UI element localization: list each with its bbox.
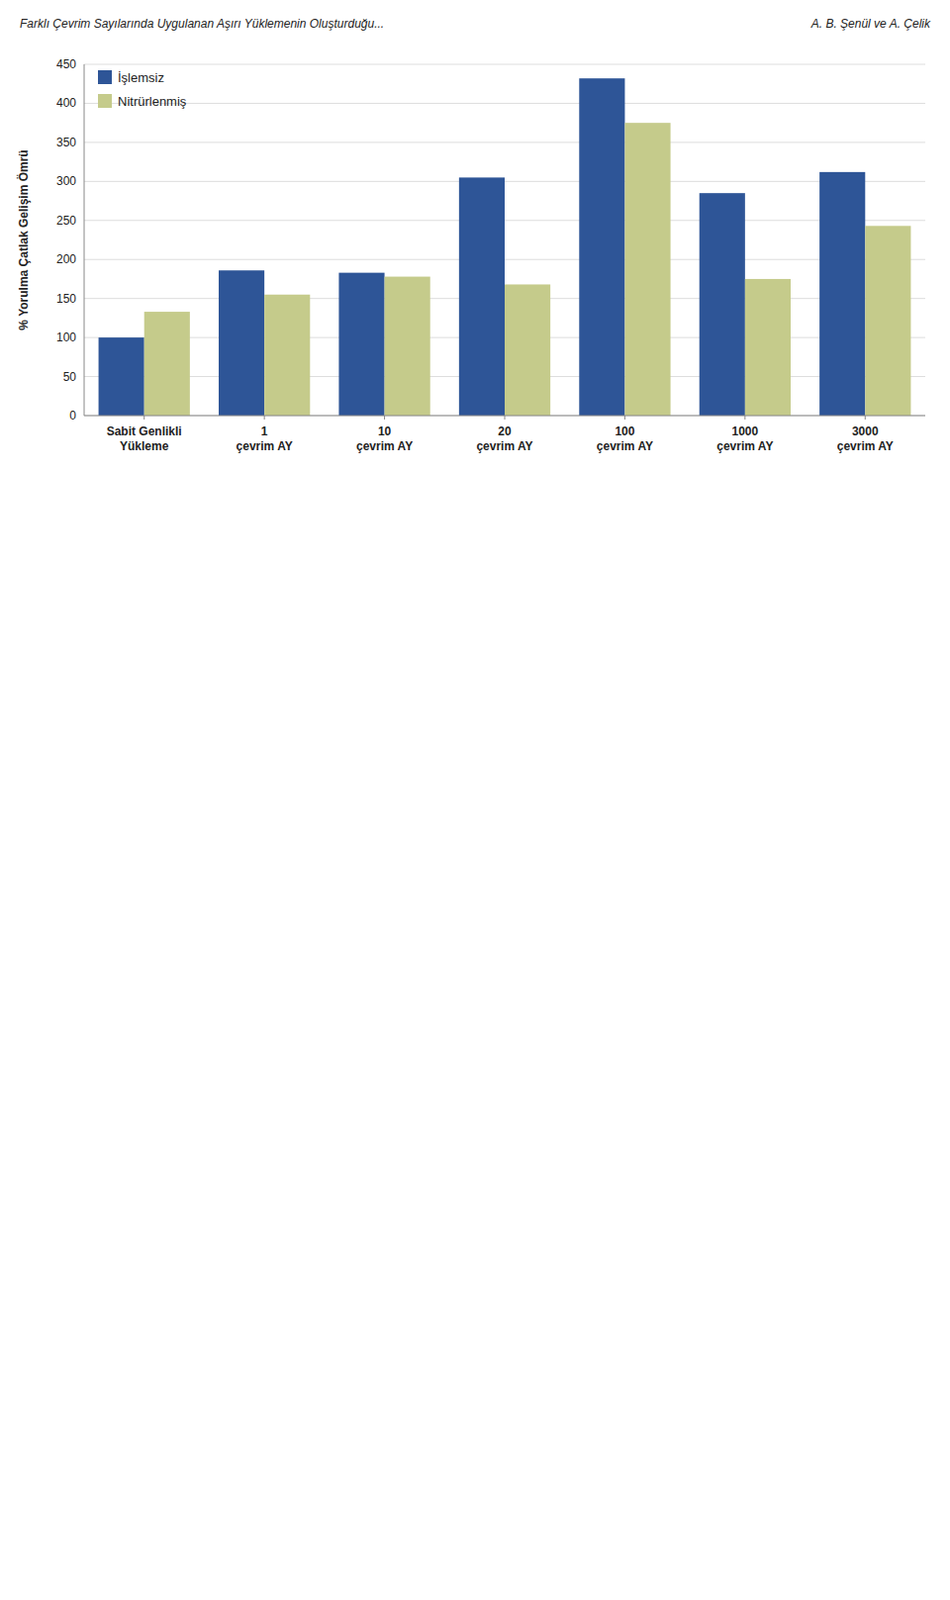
legend-label: Nitrürlenmiş: [117, 94, 188, 109]
y-axis-line: [84, 64, 86, 416]
bar: [459, 177, 505, 416]
bar: [504, 284, 551, 416]
bar: [699, 192, 746, 416]
y-tick-label: 350: [56, 135, 77, 150]
x-tick: [864, 415, 866, 420]
header-title: Farklı Çevrim Sayılarında Uygulanan Aşır…: [19, 16, 384, 31]
y-tick-label: 450: [56, 57, 77, 72]
y-tick-label: 150: [56, 291, 77, 306]
x-tick: [504, 415, 506, 420]
x-tick-label: 1çevrim AY: [236, 424, 293, 454]
chart-svg: Farklı Çevrim Sayılarında Uygulanan Aşır…: [0, 0, 950, 1600]
bar: [819, 172, 865, 416]
grid-line: [84, 141, 926, 143]
x-tick: [143, 415, 145, 420]
y-tick-label: 100: [56, 330, 77, 345]
x-tick: [744, 415, 746, 420]
bar: [218, 270, 265, 416]
x-tick: [383, 415, 385, 420]
bar: [144, 311, 190, 416]
grid-line: [84, 64, 926, 66]
y-tick-label: 50: [63, 370, 78, 384]
bar: [745, 279, 791, 416]
x-tick: [264, 415, 266, 420]
bar: [864, 225, 911, 416]
x-tick: [624, 415, 626, 420]
bar: [338, 273, 384, 416]
legend: İşlemsiz Nitrürlenmiş: [97, 70, 188, 109]
grid: [84, 64, 926, 416]
y-tick-label: 250: [56, 213, 77, 228]
x-tick-label: Sabit GenlikliYükleme: [106, 424, 183, 454]
bar: [98, 337, 145, 416]
y-tick-label: 0: [69, 408, 77, 423]
grid-line: [84, 102, 926, 104]
bars: [98, 78, 912, 416]
legend-swatch: [97, 94, 112, 108]
x-tick-label: 100çevrim AY: [596, 424, 654, 454]
x-tick-label: 1000çevrim AY: [716, 424, 773, 454]
legend-label: İşlemsiz: [117, 70, 165, 86]
bar: [264, 294, 310, 416]
y-tick-label: 400: [56, 95, 77, 110]
bar: [624, 122, 670, 416]
bar: [384, 277, 431, 416]
y-tick-label: 300: [56, 174, 77, 189]
x-tick-label: 20çevrim AY: [475, 424, 533, 454]
x-tick-label: 3000çevrim AY: [837, 424, 894, 454]
x-tick-label: 10çevrim AY: [356, 424, 413, 454]
bar: [578, 78, 625, 416]
chart-container: Farklı Çevrim Sayılarında Uygulanan Aşır…: [0, 0, 950, 1600]
y-tick-label: 200: [56, 252, 77, 267]
header-subtitle: A. B. Şenül ve A. Çelik: [810, 16, 932, 31]
legend-swatch: [97, 70, 112, 85]
y-axis-label: % Yorulma Çatlak Gelişim Ömrü: [15, 149, 31, 330]
